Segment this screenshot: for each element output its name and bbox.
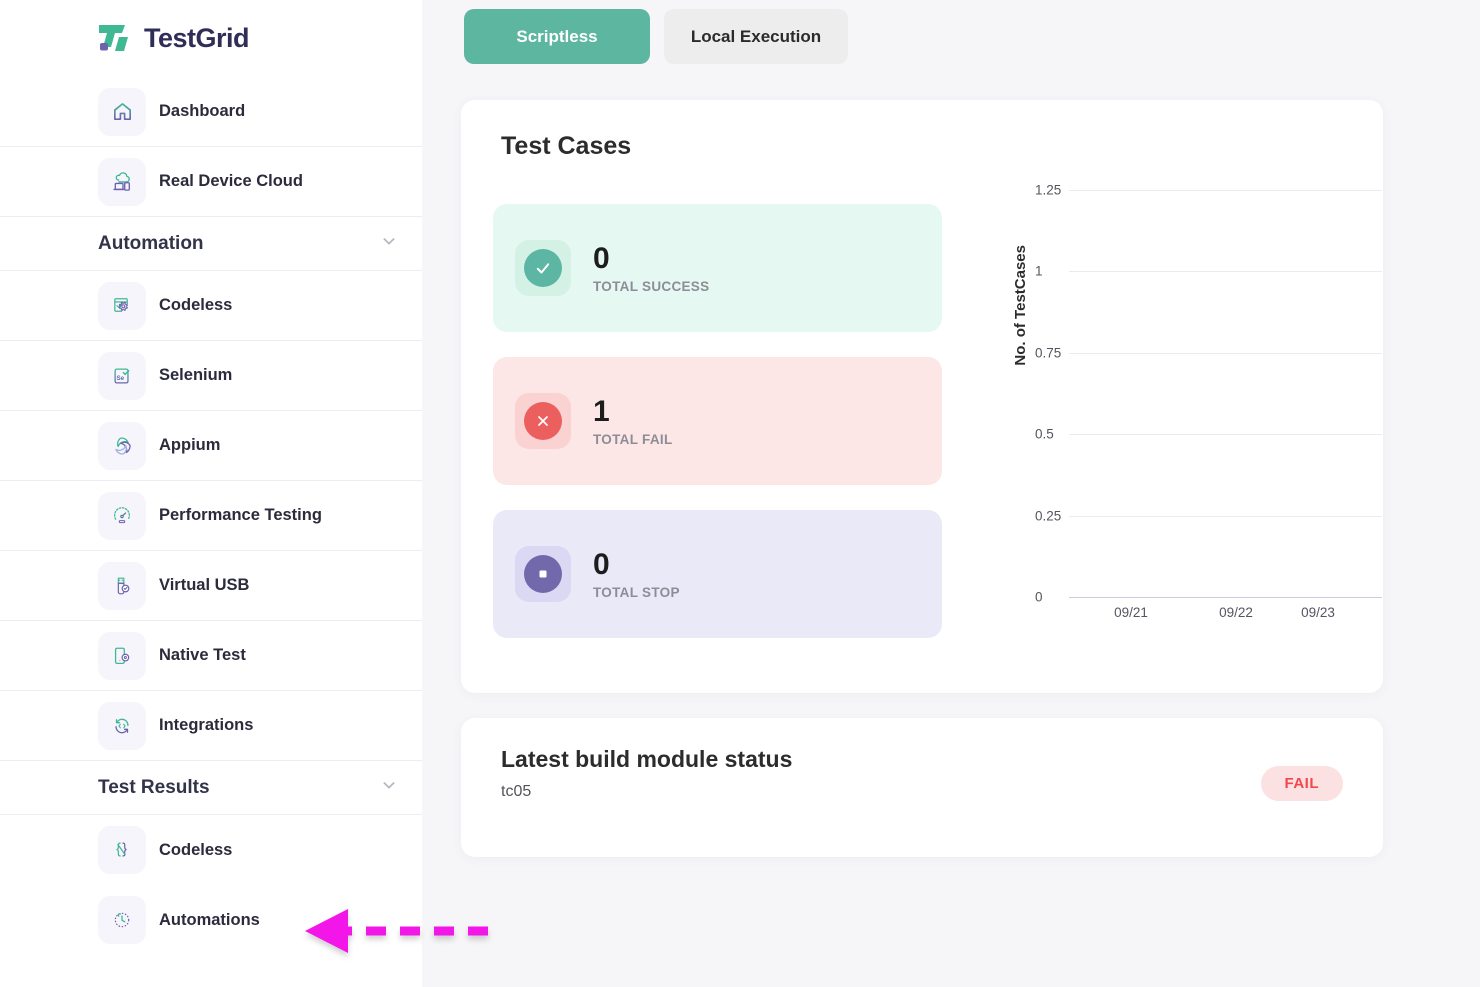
svg-text:Se: Se — [117, 374, 125, 381]
